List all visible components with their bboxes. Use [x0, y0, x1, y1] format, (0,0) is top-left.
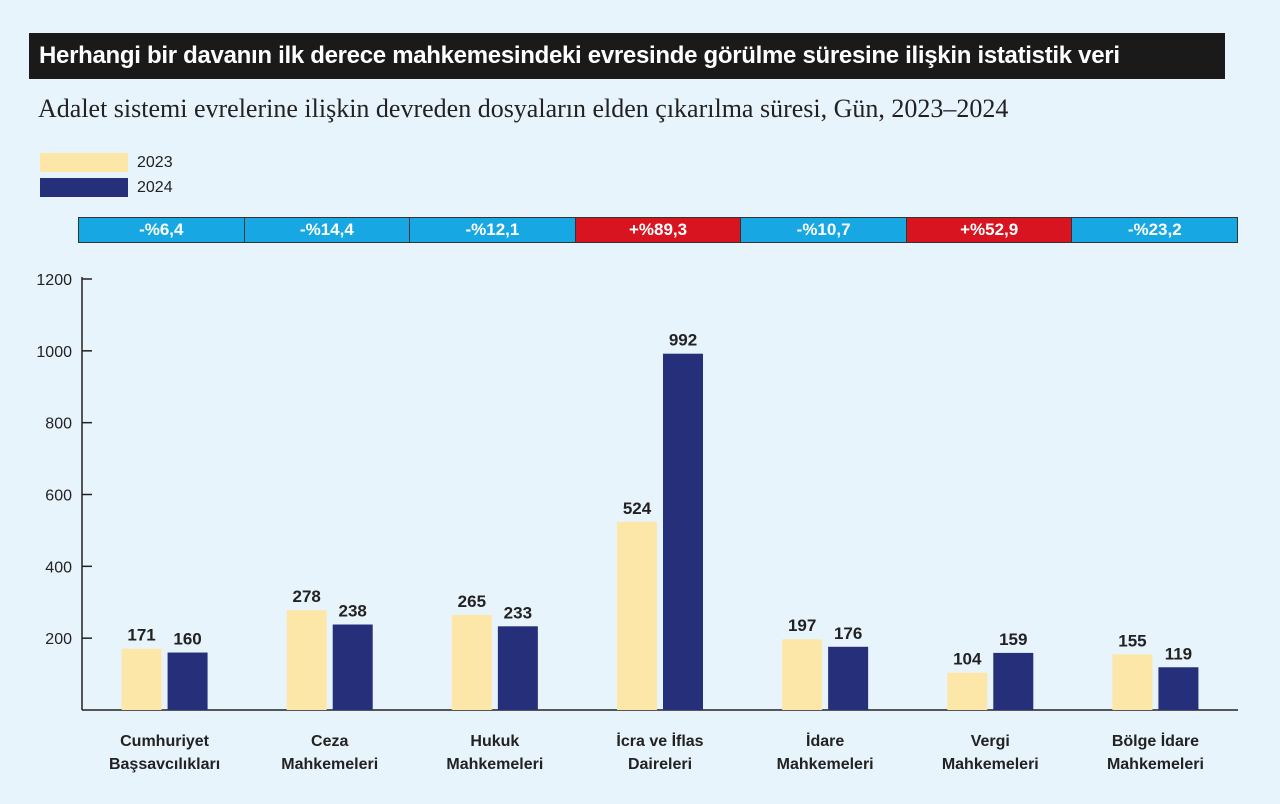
bar-2023-2 — [451, 614, 492, 710]
chart-subtitle: Adalet sistemi evrelerine ilişkin devred… — [38, 94, 1009, 123]
legend-item-2023: 2023 — [40, 150, 173, 175]
y-tick-label-400: 400 — [45, 559, 72, 576]
bar-2024-1 — [332, 624, 373, 710]
bar-2024-6 — [1158, 667, 1199, 710]
change-cell-5: +%52,9 — [906, 218, 1073, 242]
bar-2023-6 — [1112, 654, 1153, 710]
category-label-4-0: İdare — [806, 732, 844, 750]
change-strip: -%6,4 -%14,4 -%12,1 +%89,3 -%10,7 +%52,9 -%23,… — [78, 217, 1238, 243]
change-cell-6: -%23,2 — [1072, 218, 1238, 242]
category-label-0-1: Başsavcılıkları — [109, 756, 220, 773]
change-cell-1: -%14,4 — [244, 218, 411, 242]
y-tick-label-600: 600 — [45, 488, 72, 505]
change-cell-4: -%10,7 — [741, 218, 907, 242]
value-label-2023-1: 278 — [293, 587, 321, 606]
y-tick-label-1000: 1000 — [36, 344, 72, 361]
change-cell-0: -%6,4 — [79, 218, 245, 242]
category-label-1-1: Mahkemeleri — [281, 756, 378, 773]
category-label-4-1: Mahkemeleri — [777, 756, 874, 773]
y-tick-label-200: 200 — [45, 631, 72, 648]
bar-2024-3 — [663, 353, 703, 710]
value-label-2023-6: 155 — [1118, 631, 1146, 650]
bar-2023-0 — [121, 648, 162, 710]
category-label-0-0: Cumhuriyet — [120, 733, 210, 750]
value-label-2024-2: 233 — [504, 603, 532, 622]
category-label-6-0: Bölge İdare — [1112, 732, 1199, 750]
category-label-2-1: Mahkemeleri — [446, 756, 543, 773]
legend-label-2023: 2023 — [137, 153, 173, 171]
value-label-2023-0: 171 — [127, 626, 155, 645]
value-label-2024-3: 992 — [669, 331, 697, 350]
change-cell-3: +%89,3 — [575, 218, 742, 242]
bar-2023-3 — [617, 521, 657, 710]
value-label-2024-1: 238 — [339, 602, 367, 621]
legend-swatch-2023 — [40, 153, 128, 172]
y-tick-label-1200: 1200 — [36, 272, 72, 289]
value-label-2024-4: 176 — [834, 624, 862, 643]
category-label-3-0: İcra ve İflas — [616, 732, 703, 750]
value-label-2023-3: 524 — [623, 499, 652, 518]
value-label-2024-0: 160 — [173, 630, 201, 649]
legend: 2023 2024 — [40, 150, 173, 200]
chart-title: Herhangi bir davanın ilk derece mahkemes… — [29, 33, 1225, 79]
category-label-6-1: Mahkemeleri — [1107, 756, 1204, 773]
bar-2024-2 — [497, 626, 538, 710]
legend-label-2024: 2024 — [137, 178, 173, 196]
category-label-3-1: Daireleri — [628, 756, 692, 773]
category-label-5-0: Vergi — [971, 733, 1010, 750]
bar-2024-4 — [828, 646, 869, 710]
category-label-2-0: Hukuk — [470, 733, 519, 750]
bar-2023-4 — [782, 639, 823, 710]
value-label-2023-5: 104 — [953, 650, 982, 669]
category-label-5-1: Mahkemeleri — [942, 756, 1039, 773]
bar-2023-1 — [286, 610, 327, 710]
bar-2024-0 — [167, 652, 208, 710]
legend-swatch-2024 — [40, 178, 128, 197]
legend-item-2024: 2024 — [40, 175, 173, 200]
y-tick-label-800: 800 — [45, 416, 72, 433]
bar-2023-5 — [947, 672, 988, 710]
change-cell-2: -%12,1 — [410, 218, 576, 242]
category-label-1-0: Ceza — [311, 733, 348, 750]
bar-2024-5 — [993, 652, 1034, 710]
value-label-2023-4: 197 — [788, 616, 816, 635]
value-label-2024-6: 119 — [1165, 644, 1192, 663]
value-label-2024-5: 159 — [999, 630, 1027, 649]
value-label-2023-2: 265 — [458, 592, 486, 611]
